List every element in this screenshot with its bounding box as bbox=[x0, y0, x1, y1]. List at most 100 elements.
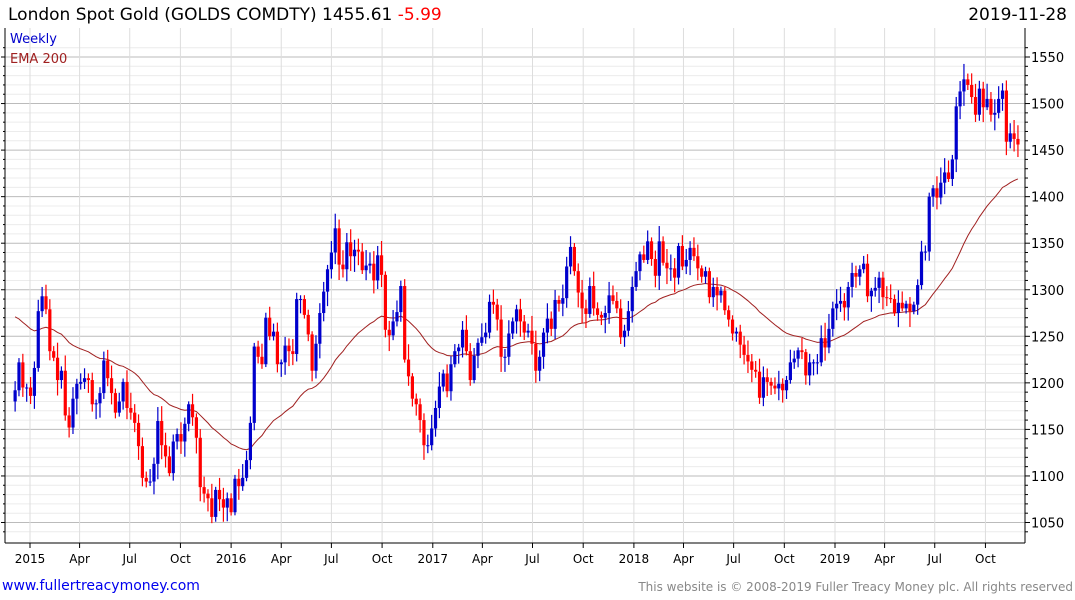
candle bbox=[368, 252, 372, 274]
candle bbox=[79, 373, 83, 390]
candle-body bbox=[638, 254, 642, 272]
candle bbox=[63, 355, 67, 421]
candle-body bbox=[399, 286, 403, 313]
candle-body bbox=[426, 445, 430, 447]
chart-title: London Spot Gold (GOLDS COMDTY) 1455.61 … bbox=[8, 5, 442, 25]
candle-body bbox=[453, 351, 457, 365]
candle-body bbox=[229, 498, 233, 513]
candle bbox=[873, 276, 877, 297]
candle-body bbox=[221, 499, 226, 508]
x-tick-label: Oct bbox=[975, 552, 996, 566]
candle-body bbox=[333, 228, 337, 253]
candle bbox=[422, 413, 426, 460]
candle-body bbox=[418, 404, 422, 421]
candle-body bbox=[653, 259, 657, 276]
candle bbox=[588, 277, 592, 318]
candle bbox=[113, 388, 118, 419]
candle-body bbox=[1000, 90, 1005, 99]
candle bbox=[931, 185, 935, 207]
x-tick-label: Apr bbox=[673, 552, 694, 566]
candle bbox=[237, 468, 241, 500]
candle-body bbox=[457, 347, 461, 352]
candle-body bbox=[352, 249, 357, 257]
candle bbox=[541, 328, 546, 369]
candle-body bbox=[518, 309, 522, 322]
candle-body bbox=[160, 421, 164, 446]
candle bbox=[765, 368, 769, 396]
x-tick-label: Apr bbox=[69, 552, 90, 566]
candle bbox=[792, 350, 796, 369]
x-tick-label: Oct bbox=[774, 552, 795, 566]
candle bbox=[337, 219, 341, 281]
candle bbox=[858, 265, 862, 286]
candle bbox=[499, 305, 503, 372]
candle bbox=[183, 417, 187, 457]
candle bbox=[734, 327, 738, 342]
candle-body bbox=[1012, 133, 1016, 139]
candle bbox=[885, 286, 889, 307]
candle-body bbox=[842, 300, 846, 308]
candle-body bbox=[700, 268, 704, 277]
candle-body bbox=[306, 314, 310, 335]
candle-body bbox=[441, 373, 445, 387]
x-tick-label: 2019 bbox=[820, 552, 851, 566]
candle bbox=[495, 298, 499, 331]
candle-body bbox=[595, 308, 600, 315]
candle-body bbox=[846, 286, 850, 308]
candle bbox=[244, 450, 249, 482]
candle bbox=[221, 487, 226, 522]
candle bbox=[769, 377, 773, 395]
candle bbox=[827, 313, 831, 354]
candle bbox=[306, 309, 310, 342]
candle-body bbox=[530, 330, 534, 344]
candle bbox=[854, 265, 858, 288]
candle-body bbox=[977, 88, 981, 115]
candle bbox=[518, 298, 522, 337]
candle bbox=[665, 248, 669, 285]
candle bbox=[754, 360, 758, 378]
candle bbox=[426, 434, 430, 454]
candle-body bbox=[156, 421, 160, 464]
candle-body bbox=[769, 381, 773, 386]
candle-body bbox=[86, 378, 91, 381]
candle-body bbox=[36, 311, 40, 368]
site-link[interactable]: www.fullertreacymoney.com bbox=[2, 578, 200, 594]
candle bbox=[395, 300, 399, 327]
candle-body bbox=[896, 302, 900, 314]
candle-body bbox=[680, 245, 684, 267]
candle-body bbox=[908, 303, 912, 312]
candle bbox=[233, 474, 237, 516]
candle-body bbox=[568, 246, 573, 267]
candle-body bbox=[21, 362, 25, 388]
candle bbox=[966, 73, 970, 91]
candle bbox=[727, 305, 731, 327]
candle bbox=[32, 361, 37, 409]
candle-body bbox=[233, 478, 237, 513]
candle-body bbox=[244, 460, 249, 478]
candle-body bbox=[881, 277, 885, 298]
candle-body bbox=[349, 242, 353, 257]
candle bbox=[55, 342, 60, 396]
candle bbox=[48, 299, 52, 361]
candle-body bbox=[175, 434, 179, 442]
candle-body bbox=[121, 381, 125, 402]
candle-body bbox=[877, 277, 881, 288]
candle bbox=[997, 86, 1001, 119]
candle-body bbox=[993, 112, 997, 115]
candle bbox=[923, 245, 927, 261]
x-tick-label: Oct bbox=[573, 552, 594, 566]
candle-body bbox=[476, 342, 480, 356]
candle-body bbox=[916, 285, 920, 305]
candle bbox=[13, 381, 17, 412]
candle-body bbox=[495, 304, 499, 320]
candle bbox=[619, 299, 623, 345]
candle bbox=[21, 353, 25, 397]
candle-body bbox=[468, 351, 472, 381]
candle-body bbox=[391, 321, 395, 336]
candle-body bbox=[912, 304, 916, 312]
candle bbox=[711, 277, 715, 307]
x-tick-label: Oct bbox=[170, 552, 191, 566]
candle-body bbox=[792, 358, 796, 363]
candle bbox=[129, 392, 133, 420]
